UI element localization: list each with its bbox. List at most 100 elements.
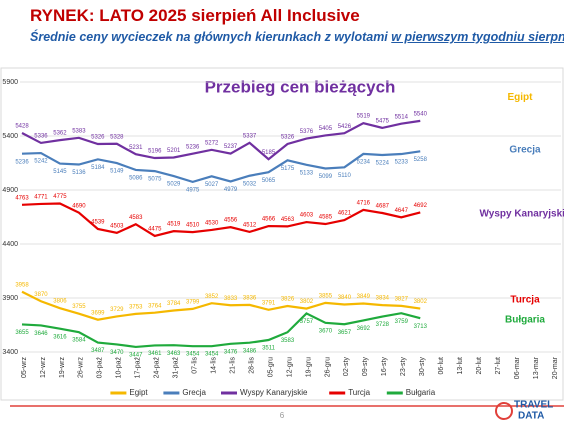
data-label: 4475: [148, 226, 162, 232]
data-label: 3657: [338, 330, 352, 336]
data-label: 4975: [186, 187, 200, 193]
data-label: 5110: [338, 173, 352, 179]
x-tick-label: 12-gru: [286, 357, 293, 377]
x-tick-label: 30-sty: [419, 357, 426, 377]
x-tick-label: 24-paź: [154, 357, 161, 379]
data-label: 5475: [376, 118, 390, 124]
data-label: 3849: [357, 294, 371, 300]
series-line: [21, 312, 421, 349]
data-label: 3461: [148, 351, 162, 357]
data-label: 4771: [34, 195, 48, 201]
data-label: 5175: [281, 166, 295, 172]
series-label-box: Egipt: [508, 92, 533, 103]
data-label: 3852: [205, 294, 219, 300]
data-label: 3958: [15, 282, 29, 288]
data-label: 3463: [167, 351, 181, 357]
data-label: 4566: [262, 217, 276, 223]
data-label: 5236: [186, 144, 200, 150]
data-label: 3840: [338, 295, 352, 301]
data-label: 5027: [205, 182, 219, 188]
data-label: 5231: [129, 145, 143, 151]
x-tick-label: 21-lis: [229, 357, 236, 374]
x-tick-label: 13-lut: [457, 357, 464, 375]
data-label: 5326: [281, 135, 295, 141]
x-tick-label: 17-paź: [135, 357, 142, 379]
data-label: 3755: [72, 304, 86, 310]
data-label: 3870: [34, 292, 48, 298]
x-tick-label: 06-lut: [438, 357, 445, 375]
legend-label: Wyspy Kanaryjskie: [240, 388, 308, 397]
y-tick-label: 5900: [2, 79, 18, 86]
data-label: 3802: [414, 299, 428, 305]
x-tick-label: 13-mar: [533, 356, 540, 379]
data-label: 5185: [262, 150, 276, 156]
data-label: 3855: [319, 293, 333, 299]
data-label: 5236: [15, 159, 29, 165]
data-label: 4585: [319, 215, 333, 221]
chart-title: Przebieg cen bieżących: [205, 77, 396, 96]
data-label: 3470: [110, 350, 124, 356]
data-label: 4690: [72, 203, 86, 209]
legend-label: Egipt: [129, 388, 148, 397]
y-tick-label: 5400: [2, 133, 18, 140]
data-label: 4775: [53, 194, 67, 200]
data-label: 3646: [34, 331, 48, 337]
data-label: 3616: [53, 334, 67, 340]
data-label: 3447: [129, 353, 143, 359]
data-label: 3802: [300, 299, 314, 305]
data-label: 4763: [15, 195, 29, 201]
data-label: 5075: [148, 177, 162, 183]
x-tick-label: 16-sty: [381, 357, 388, 377]
data-label: 3784: [167, 301, 181, 307]
data-label: 5519: [357, 114, 371, 120]
subtitle-underlined: w pierwszym tygodniu sierpnia: [391, 30, 564, 44]
series-label: Turcja: [510, 295, 540, 306]
data-label: 5362: [53, 131, 67, 137]
data-label: 3486: [243, 348, 257, 354]
data-label: 5145: [53, 169, 67, 175]
legend-label: Bułgaria: [406, 388, 436, 397]
series-label: Grecja: [509, 145, 541, 156]
data-label: 5237: [224, 144, 238, 150]
logo-text: TRAVEL: [514, 400, 553, 411]
x-tick-label: 14-lis: [210, 357, 217, 374]
data-label: 5426: [338, 124, 352, 130]
data-label: 4503: [110, 223, 124, 229]
data-label: 4621: [338, 211, 352, 217]
x-tick-label: 05-gru: [267, 357, 274, 377]
data-label: 4556: [224, 218, 238, 224]
data-label: 5328: [110, 134, 124, 140]
series-label: Wyspy Kanaryjskie: [480, 209, 564, 220]
data-label: 3487: [91, 348, 105, 354]
series-line: [21, 119, 421, 161]
data-label: 5099: [319, 174, 333, 180]
data-label: 4519: [167, 222, 181, 228]
data-label: 4512: [243, 222, 257, 228]
data-label: 4692: [414, 203, 428, 209]
data-label: 5029: [167, 182, 181, 188]
data-label: 4979: [224, 187, 238, 193]
data-label: 3699: [91, 310, 105, 316]
x-tick-label: 02-sty: [343, 357, 350, 377]
data-label: 5201: [167, 148, 181, 154]
x-tick-label: 10-paź: [116, 357, 123, 379]
x-tick-label: 09-sty: [362, 357, 369, 377]
x-tick-label: 07-lis: [192, 357, 199, 374]
data-label: 3454: [205, 352, 219, 358]
data-label: 3729: [110, 307, 124, 313]
x-tick-label: 20-mar: [552, 356, 559, 379]
data-label: 5337: [243, 133, 257, 139]
title: RYNEK: LATO 2025 sierpień All Inclusive: [30, 6, 360, 25]
data-label: 5258: [414, 157, 428, 163]
legend-label: Turcja: [348, 388, 370, 397]
data-label: 4539: [91, 220, 105, 226]
subtitle-text: Średnie ceny wycieczek na głównych kieru…: [30, 30, 388, 44]
data-label: 5133: [300, 170, 314, 176]
data-label: 3764: [148, 303, 162, 309]
data-label: 5149: [110, 169, 124, 175]
x-tick-label: 20-lut: [476, 357, 483, 375]
data-label: 3584: [72, 338, 86, 344]
data-label: 5224: [376, 161, 390, 167]
